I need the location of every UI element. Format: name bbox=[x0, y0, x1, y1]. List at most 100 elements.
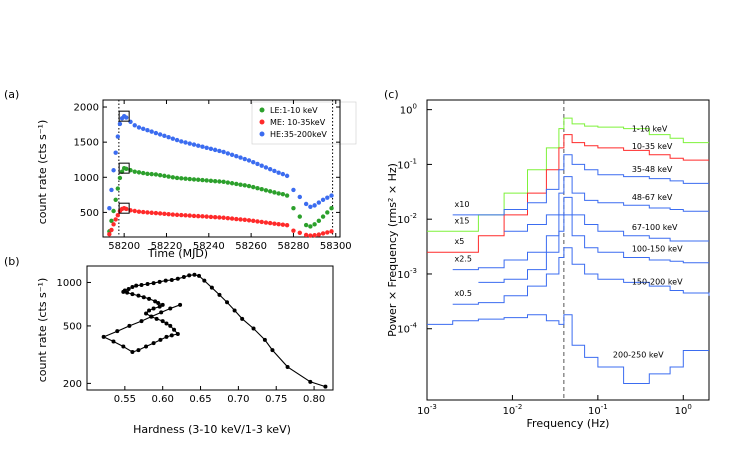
chart-b-point bbox=[141, 295, 146, 300]
chart-a-point-le bbox=[312, 222, 317, 227]
chart-b-point bbox=[169, 333, 174, 338]
chart-b-point bbox=[202, 278, 207, 283]
chart-b-point bbox=[181, 275, 186, 280]
chart-b-point bbox=[151, 306, 156, 311]
chart-b-point bbox=[139, 319, 144, 324]
chart-a-point-le bbox=[153, 172, 159, 177]
chart-a-point-he bbox=[212, 147, 218, 153]
chart-a-point-me bbox=[234, 216, 239, 222]
chart-a-point-me bbox=[229, 216, 235, 221]
chart-a-point-le bbox=[246, 183, 252, 189]
chart-a-point-he bbox=[115, 134, 121, 139]
chart-a: Time (MJD) count rate (cts s⁻¹) LE:1-10 … bbox=[36, 99, 357, 260]
chart-a-point-he bbox=[179, 139, 184, 144]
chart-b-point bbox=[178, 302, 183, 307]
chart-b-point bbox=[154, 316, 159, 321]
chart-c-ytick-label: 10-3 bbox=[397, 267, 417, 281]
chart-a-point-he bbox=[242, 156, 247, 162]
chart-a-point-he bbox=[153, 130, 159, 136]
chart-b-point bbox=[134, 283, 139, 288]
chart-b-point bbox=[130, 285, 135, 290]
chart-a-point-le bbox=[183, 176, 188, 181]
chart-c-xtick-label: 10-2 bbox=[503, 403, 523, 417]
chart-a-point-he bbox=[107, 205, 112, 211]
chart-a-point-le bbox=[113, 197, 118, 202]
chart-b-point bbox=[225, 300, 230, 305]
chart-b-point bbox=[147, 296, 152, 301]
chart-a-point-he bbox=[221, 149, 226, 155]
chart-a-highlight-box bbox=[118, 202, 130, 214]
chart-a-point-le bbox=[284, 193, 290, 198]
chart-a-point-le bbox=[217, 179, 222, 184]
chart-a-point-le bbox=[255, 185, 260, 191]
chart-a-point-he bbox=[170, 136, 176, 141]
chart-b-point bbox=[187, 273, 192, 278]
chart-b-point bbox=[125, 290, 130, 295]
chart-a-point-le bbox=[329, 205, 334, 211]
chart-a-point-he bbox=[166, 135, 171, 140]
chart-a-point-he bbox=[157, 132, 163, 137]
chart-a-legend: LE:1-10 keV ME: 10-35keV HE:35-200keV bbox=[251, 101, 357, 145]
chart-a-highlight-box bbox=[118, 162, 130, 174]
chart-a-point-me bbox=[291, 228, 296, 233]
chart-a-point-me bbox=[212, 214, 218, 220]
chart-c-series-5 bbox=[478, 214, 709, 283]
chart-a-point-me bbox=[109, 227, 114, 233]
chart-c-series-1 bbox=[427, 134, 709, 253]
legend-label-le: LE:1-10 keV bbox=[270, 106, 318, 115]
chart-a-point-he bbox=[187, 141, 192, 146]
chart-b-xtick-label: 0.60 bbox=[152, 394, 174, 405]
chart-a-point-me bbox=[221, 215, 226, 220]
chart-a-point-me bbox=[141, 209, 146, 215]
chart-a-point-me bbox=[320, 231, 326, 236]
chart-c-xtick-label: 10-3 bbox=[417, 403, 437, 417]
chart-a-point-le bbox=[316, 218, 322, 224]
chart-a-point-he bbox=[251, 159, 256, 165]
chart-b-ytick-label: 200 bbox=[63, 379, 82, 390]
chart-c-band-label: 200-250 keV bbox=[613, 350, 664, 359]
chart-b-point bbox=[130, 349, 135, 354]
chart-a-point-me bbox=[157, 211, 163, 216]
chart-a-point-le bbox=[124, 166, 129, 172]
chart-a-point-me bbox=[187, 213, 192, 218]
chart-a-point-le bbox=[170, 175, 176, 180]
chart-a-xlabel: Time (MJD) bbox=[147, 247, 208, 260]
chart-a-point-le bbox=[132, 169, 137, 174]
chart-a-highlight-box bbox=[118, 110, 130, 122]
chart-a-point-le bbox=[191, 177, 197, 182]
chart-a-point-he bbox=[113, 150, 118, 155]
chart-a-point-he bbox=[284, 173, 290, 179]
chart-c-series-2 bbox=[452, 154, 709, 216]
chart-c-ytick-label: 100 bbox=[400, 103, 417, 117]
chart-a-point-me bbox=[246, 218, 252, 223]
chart-a-point-he bbox=[162, 133, 167, 139]
chart-a-point-le bbox=[187, 176, 192, 182]
chart-b-point bbox=[158, 337, 163, 342]
chart-b-point bbox=[192, 272, 197, 277]
chart-b-point bbox=[240, 316, 245, 321]
chart-c-band-label: 100-150 keV bbox=[632, 245, 683, 254]
chart-c-xtick-label: 100 bbox=[675, 403, 692, 417]
chart-a-point-me bbox=[208, 214, 214, 220]
chart-a-point-le bbox=[141, 170, 146, 176]
legend-marker-me bbox=[259, 119, 265, 125]
chart-b-point bbox=[145, 282, 150, 287]
chart-a-point-me bbox=[297, 230, 302, 235]
chart-a-point-me bbox=[276, 222, 281, 227]
chart-a-point-le bbox=[291, 205, 296, 211]
chart-a-point-le bbox=[136, 170, 142, 175]
chart-a-point-me bbox=[183, 213, 188, 218]
chart-a-xtick-label: 58300 bbox=[320, 241, 352, 252]
chart-c-xtick-label: 10-1 bbox=[588, 403, 608, 417]
chart-a-point-he bbox=[255, 161, 260, 167]
chart-b: Hardness (3-10 keV/1-3 keV) count rate (… bbox=[36, 265, 334, 436]
chart-a-point-me bbox=[255, 219, 260, 224]
chart-a-ytick-label: 500 bbox=[80, 208, 99, 219]
chart-a-point-he bbox=[132, 123, 137, 128]
chart-b-point bbox=[127, 323, 132, 328]
chart-b-point bbox=[157, 304, 162, 309]
chart-c-band-label: 35-48 keV bbox=[632, 165, 673, 174]
chart-a-point-me bbox=[329, 229, 334, 234]
chart-c-scale-label: x10 bbox=[455, 200, 470, 209]
